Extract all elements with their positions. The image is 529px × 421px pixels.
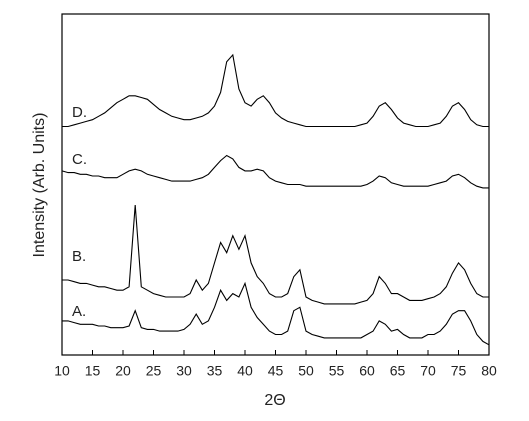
x-tick-label: 70 <box>420 363 436 379</box>
series-line <box>62 204 489 305</box>
x-tick-label: 20 <box>115 363 131 379</box>
series-line <box>62 53 489 128</box>
series-label: A. <box>72 303 86 320</box>
x-tick-label: 50 <box>298 363 314 379</box>
x-tick-label: 10 <box>54 363 70 379</box>
series-label: D. <box>72 104 87 121</box>
x-tick-label: 30 <box>176 363 192 379</box>
x-tick-label: 35 <box>207 363 223 379</box>
series-label: C. <box>72 151 87 168</box>
x-axis-label: 2Θ <box>264 392 285 409</box>
x-tick-label: 75 <box>451 363 467 379</box>
series-line <box>61 154 489 189</box>
series-line <box>62 281 490 346</box>
x-tick-label: 55 <box>329 363 345 379</box>
x-tick-label: 40 <box>237 363 253 379</box>
x-tick-label: 15 <box>85 363 101 379</box>
y-axis-label: Intensity (Arb. Units) <box>31 113 48 258</box>
plot-frame <box>61 13 490 356</box>
x-tick-label: 60 <box>359 363 375 379</box>
x-tick-label: 65 <box>390 363 406 379</box>
x-tick-label: 25 <box>146 363 162 379</box>
x-tick-label: 45 <box>268 363 284 379</box>
x-tick-label: 80 <box>481 363 497 379</box>
series-label: B. <box>72 248 86 265</box>
